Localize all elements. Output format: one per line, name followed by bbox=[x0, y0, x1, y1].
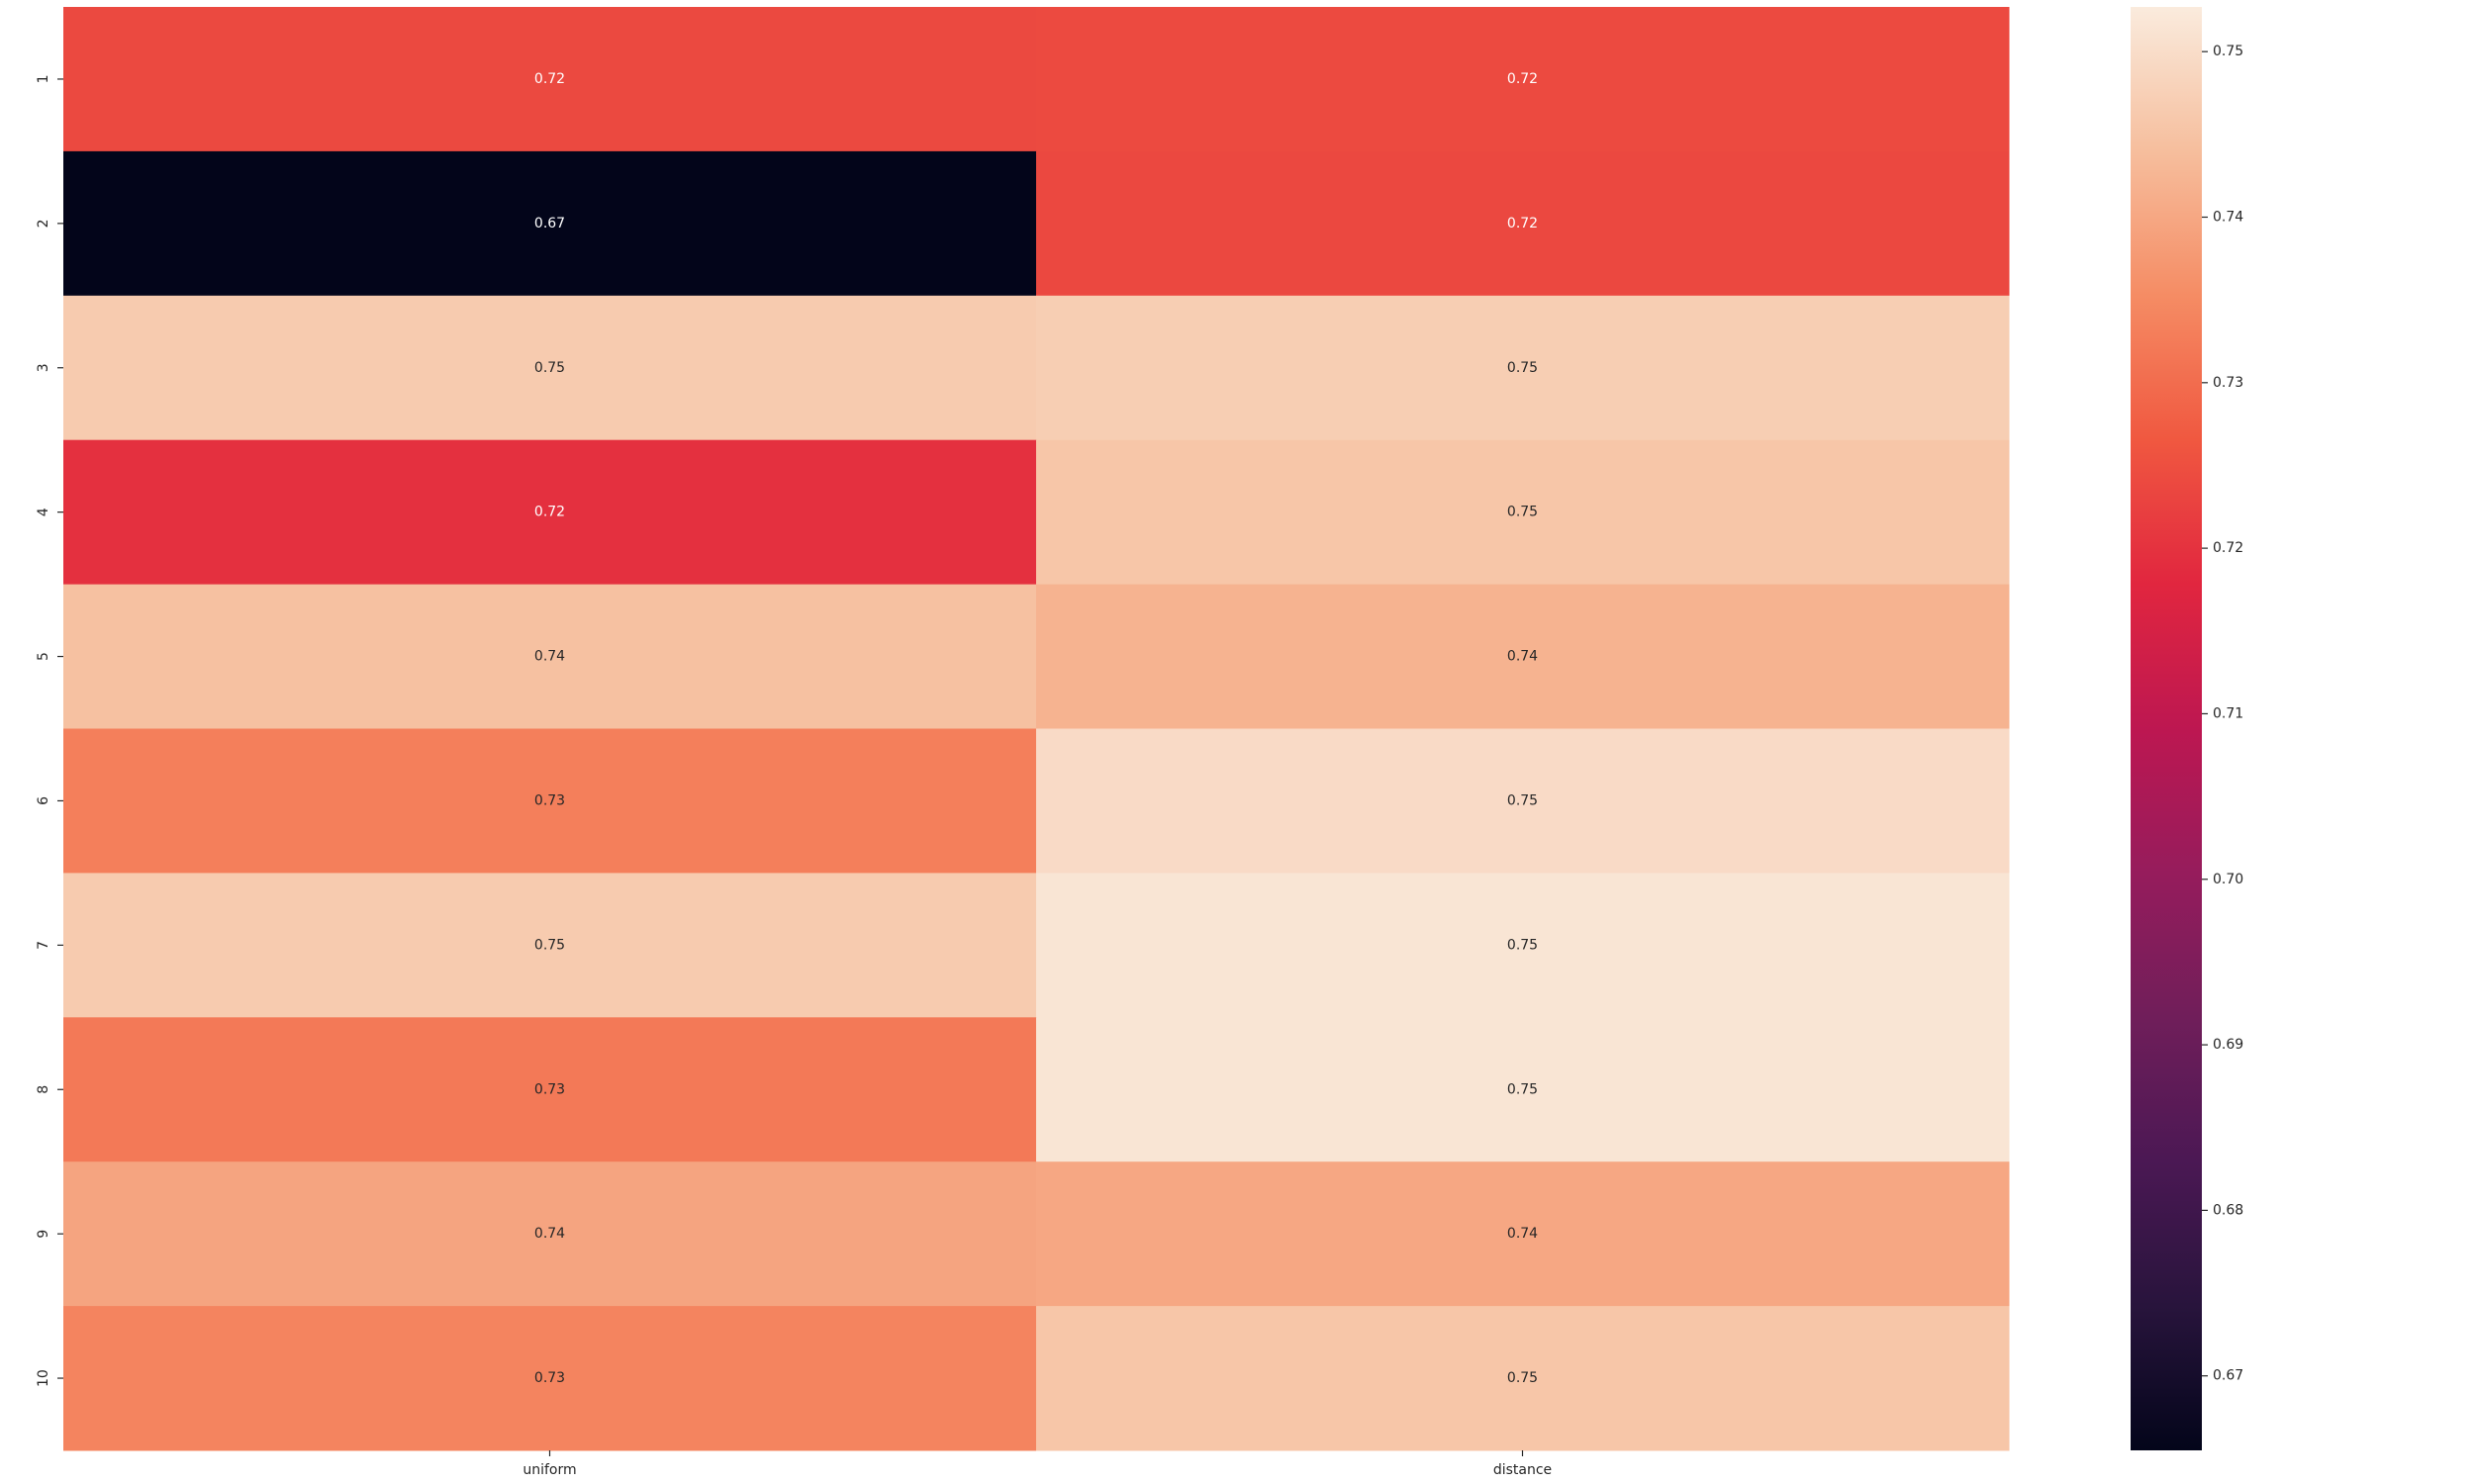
heatmap-cell bbox=[1036, 1306, 2010, 1451]
heatmap-cell bbox=[63, 1306, 1037, 1451]
cell-value-label: 0.72 bbox=[1507, 216, 1538, 232]
cell-value-label: 0.74 bbox=[1507, 649, 1538, 665]
cell-value-label: 0.67 bbox=[534, 216, 565, 232]
heatmap-cells: 0.72 0.72 0.67 0.72 0.75 0.75 0.72 0.75 0.74 0.74… bbox=[63, 7, 2010, 1451]
cell-value-label: 0.74 bbox=[534, 1226, 565, 1242]
y-tick-label: 6 bbox=[36, 796, 51, 805]
cell-value-label: 0.75 bbox=[534, 937, 565, 953]
cell-value-label: 0.72 bbox=[534, 71, 565, 87]
cell-value-label: 0.72 bbox=[1507, 71, 1538, 87]
cell-value-label: 0.75 bbox=[1507, 1081, 1538, 1097]
colorbar-tick-label: 0.67 bbox=[2213, 1368, 2243, 1384]
heatmap-cell bbox=[1036, 1161, 2010, 1307]
heatmap-cell bbox=[63, 150, 1037, 297]
x-axis: uniform distance bbox=[523, 1450, 1552, 1478]
colorbar-tick-label: 0.74 bbox=[2213, 209, 2243, 225]
cell-value-label: 0.73 bbox=[534, 792, 565, 808]
y-tick-label: 7 bbox=[36, 941, 51, 950]
heatmap-cell bbox=[63, 7, 1037, 152]
y-tick-label: 3 bbox=[36, 363, 51, 372]
heatmap-cell bbox=[1036, 295, 2010, 441]
y-tick-label: 4 bbox=[36, 508, 51, 516]
y-tick-label: 8 bbox=[36, 1085, 51, 1094]
y-axis: 1 2 3 4 5 6 7 8 9 10 bbox=[36, 74, 63, 1387]
x-tick-label: uniform bbox=[523, 1462, 576, 1478]
cell-value-label: 0.74 bbox=[534, 649, 565, 665]
colorbar-tick-label: 0.71 bbox=[2213, 705, 2243, 721]
heatmap-cell bbox=[63, 1017, 1037, 1162]
x-tick-label: distance bbox=[1493, 1462, 1552, 1478]
colorbar-tick-label: 0.69 bbox=[2213, 1037, 2243, 1053]
heatmap-cell bbox=[1036, 150, 2010, 297]
heatmap-cell bbox=[63, 295, 1037, 441]
cell-value-label: 0.73 bbox=[534, 1081, 565, 1097]
cell-value-label: 0.75 bbox=[1507, 1370, 1538, 1386]
heatmap-cell bbox=[63, 1161, 1037, 1307]
colorbar-tick-label: 0.72 bbox=[2213, 540, 2243, 556]
colorbar-tick-label: 0.73 bbox=[2213, 375, 2243, 391]
heatmap-cell bbox=[1036, 439, 2010, 586]
cell-value-label: 0.75 bbox=[1507, 937, 1538, 953]
cell-value-label: 0.75 bbox=[1507, 792, 1538, 808]
heatmap-cell bbox=[63, 439, 1037, 586]
heatmap-cell bbox=[63, 873, 1037, 1018]
heatmap-cell bbox=[1036, 584, 2010, 729]
cell-value-label: 0.75 bbox=[1507, 360, 1538, 376]
cell-value-label: 0.75 bbox=[1507, 505, 1538, 520]
y-tick-label: 9 bbox=[36, 1230, 51, 1239]
y-tick-label: 5 bbox=[36, 652, 51, 661]
colorbar-tick-label: 0.68 bbox=[2213, 1202, 2243, 1218]
cell-value-label: 0.72 bbox=[534, 505, 565, 520]
heatmap-cell bbox=[1036, 873, 2010, 1018]
cell-value-label: 0.75 bbox=[534, 360, 565, 376]
y-tick-label: 1 bbox=[36, 74, 51, 83]
colorbar-gradient bbox=[2131, 7, 2202, 1450]
cell-value-label: 0.74 bbox=[1507, 1226, 1538, 1242]
heatmap-cell bbox=[63, 584, 1037, 729]
colorbar-tick-label: 0.75 bbox=[2213, 44, 2243, 59]
heatmap-cell bbox=[63, 728, 1037, 874]
heatmap-cell bbox=[1036, 1017, 2010, 1162]
y-tick-label: 2 bbox=[36, 219, 51, 228]
heatmap-cell bbox=[1036, 7, 2010, 152]
heatmap-cell bbox=[1036, 728, 2010, 874]
y-tick-label: 10 bbox=[36, 1369, 51, 1387]
cell-value-label: 0.73 bbox=[534, 1370, 565, 1386]
colorbar-tick-label: 0.70 bbox=[2213, 872, 2243, 887]
colorbar: 0.67 0.68 0.69 0.70 0.71 0.72 0.73 0.74 0.75 bbox=[2131, 7, 2243, 1450]
